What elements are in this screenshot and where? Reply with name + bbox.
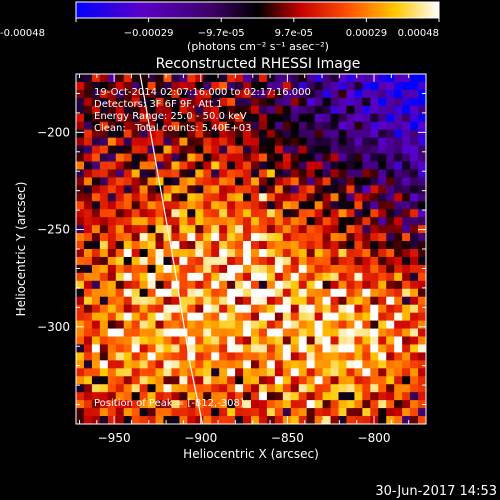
y-tick-label: −200 — [37, 125, 70, 139]
solar-limb-curve — [139, 74, 204, 424]
x-tick-label: −800 — [358, 431, 391, 445]
colorbar-tick-label: −0.00029 — [124, 28, 174, 39]
colorbar-ticks: -0.00048 −0.00029 −9.7e-05 9.7e-05 0.00029 0.… — [0, 18, 440, 39]
x-tick-label: −950 — [98, 431, 131, 445]
x-tick-label: −900 — [184, 431, 217, 445]
colorbar-tick-label: 9.7e-05 — [275, 28, 313, 39]
annotation-detectors: Detectors: 3F 6F 9F, Att 1 — [94, 99, 222, 110]
annotation-energy-range: Energy Range: 25.0 - 50.0 keV — [94, 111, 247, 122]
x-axis: −950 −900 −850 −800 — [78, 74, 427, 445]
y-axis: −200 −250 −300 — [37, 73, 426, 425]
x-tick-label: −850 — [271, 431, 304, 445]
chart-title: Reconstructed RHESSI Image — [156, 56, 361, 72]
colorbar — [75, 1, 440, 19]
colorbar-tick-label: 0.00029 — [346, 28, 387, 39]
heatmap-image — [76, 74, 426, 424]
y-axis-label: Heliocentric Y (arcsec) — [14, 182, 28, 317]
y-tick-label: −300 — [37, 320, 70, 334]
x-axis-label: Heliocentric X (arcsec) — [183, 447, 319, 461]
colorbar-tick-label: −9.7e-05 — [198, 28, 245, 39]
annotation-block: 19-Oct-2014 02:07:16.000 to 02:17:16.000… — [94, 87, 311, 134]
colorbar-tick-label: 0.00048 — [398, 28, 439, 39]
annotation-time-range: 19-Oct-2014 02:07:16.000 to 02:17:16.000 — [94, 87, 311, 98]
y-tick-label: −250 — [37, 223, 70, 237]
peak-position-label: Position of Peak = [-812,-308] — [94, 398, 244, 409]
colorbar-tick-label: -0.00048 — [0, 28, 45, 39]
colorbar-label: (photons cm⁻² s⁻¹ asec⁻²) — [187, 40, 329, 53]
annotation-clean-counts: Clean: Total counts: 5.40E+03 — [94, 123, 251, 134]
footer-timestamp: 30-Jun-2017 14:53 — [375, 484, 497, 499]
